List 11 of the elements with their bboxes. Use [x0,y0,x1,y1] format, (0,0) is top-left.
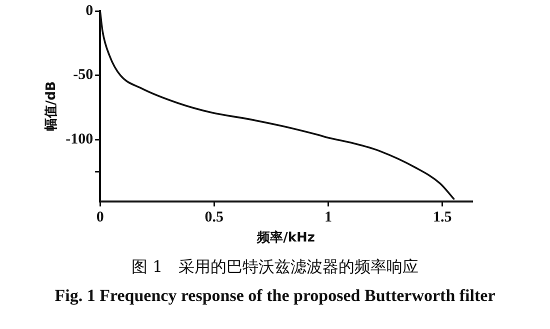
x-tick-label: 1 [324,209,332,226]
y-tick-label: 0 [86,2,94,19]
y-tick-label: -100 [66,132,94,148]
caption: Fig. 1 Frequency response of the proposed Butterworth filter [54,286,496,306]
y-axis-title: 幅值/dB [44,81,60,132]
x-tick-label: 0.5 [204,209,224,226]
x-axis-title: 频率/kHz [256,230,315,246]
x-tick-label: 0 [96,209,104,226]
x-tick-label: 1.5 [432,209,452,226]
y-tick-label: -50 [73,67,94,84]
caption: 图 1 采用的巴特沃兹滤波器的频率响应 [130,257,420,278]
